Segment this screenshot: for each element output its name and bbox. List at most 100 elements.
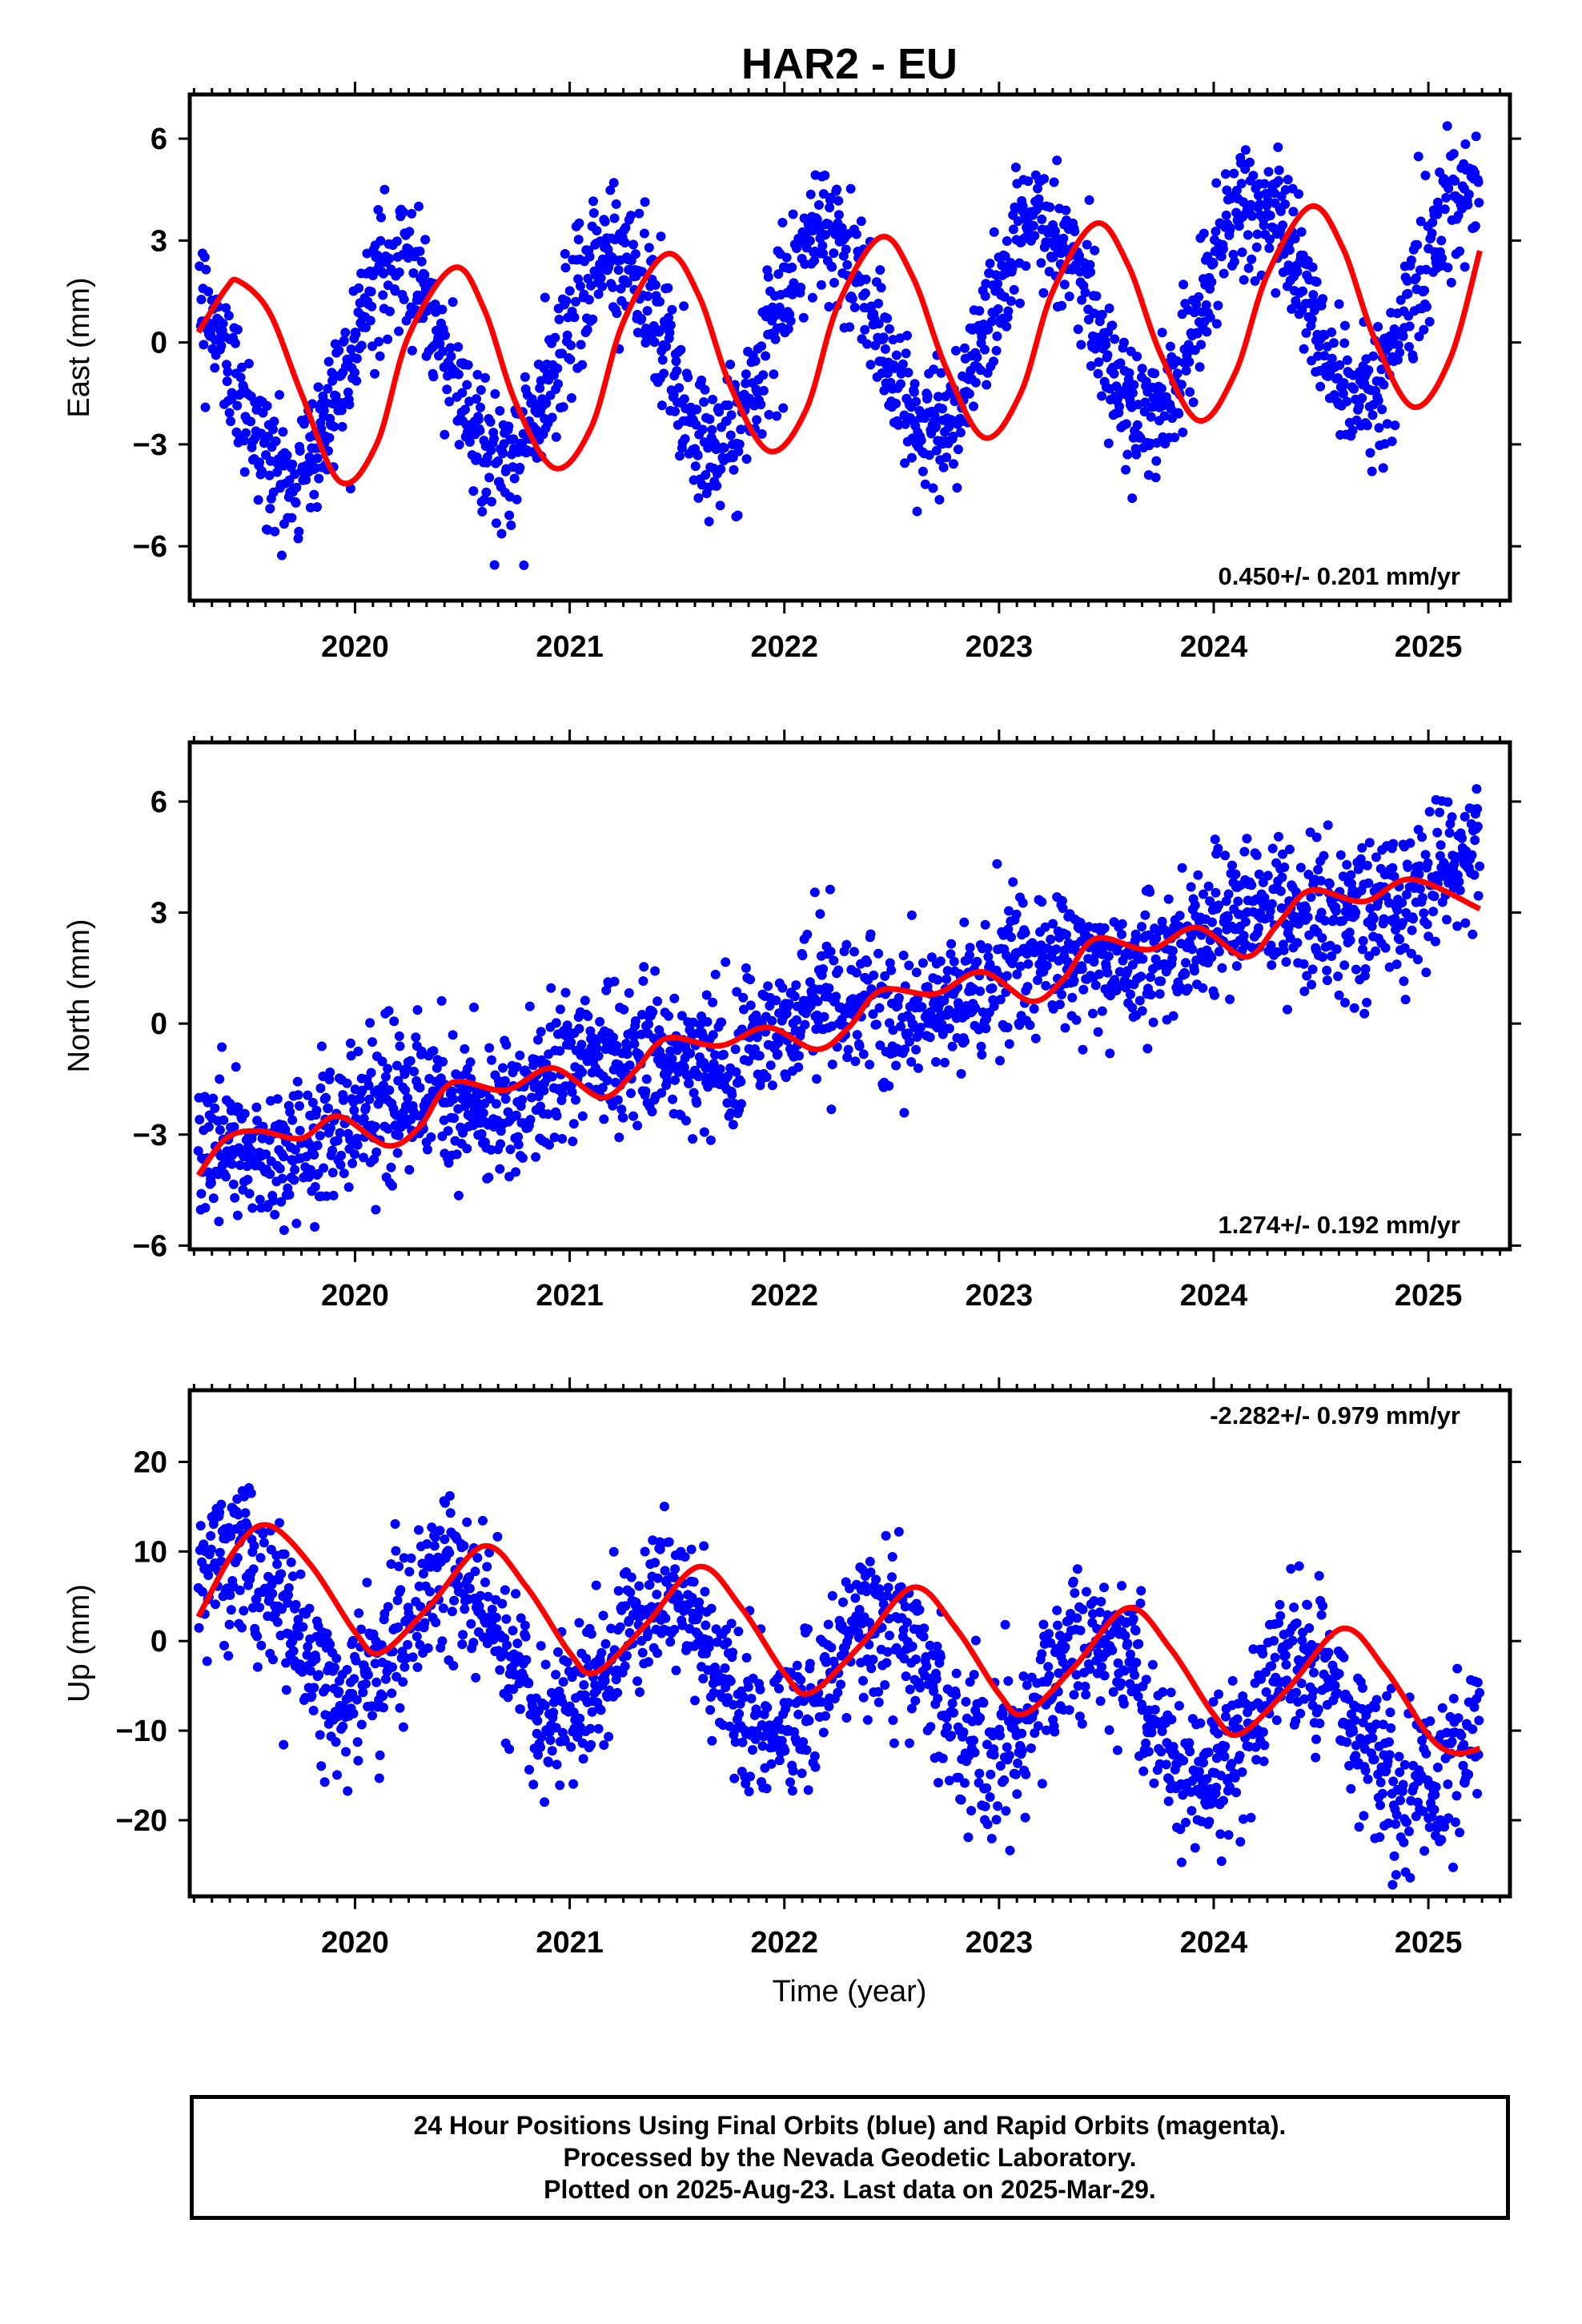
north-data-point	[705, 1135, 716, 1145]
east-data-point	[1121, 464, 1131, 475]
east-data-point	[1236, 179, 1247, 189]
east-data-point	[1097, 391, 1106, 401]
north-data-point	[1327, 951, 1337, 961]
north-data-point	[852, 1030, 862, 1040]
north-data-point	[1008, 877, 1018, 887]
north-data-point	[370, 1121, 380, 1132]
east-data-point	[1057, 300, 1067, 311]
north-data-point	[976, 1041, 986, 1051]
north-data-point	[722, 1098, 733, 1108]
north-data-point	[511, 1167, 521, 1177]
east-data-point	[376, 212, 386, 223]
east-x-tick-label: 2022	[750, 630, 818, 664]
east-data-point	[665, 320, 676, 330]
east-data-point	[756, 400, 766, 410]
north-data-point	[1071, 1015, 1082, 1025]
up-data-point	[445, 1508, 456, 1518]
north-data-point	[1344, 927, 1355, 938]
north-data-point	[1130, 929, 1141, 939]
north-data-point	[944, 1023, 954, 1034]
north-data-point	[1190, 966, 1199, 976]
up-data-point	[424, 1553, 435, 1563]
north-data-point	[1167, 954, 1178, 963]
up-data-point	[573, 1729, 583, 1739]
up-data-point	[492, 1531, 503, 1542]
north-data-point	[1333, 971, 1343, 982]
north-data-point	[272, 1094, 283, 1104]
east-data-point	[693, 450, 703, 460]
up-data-point	[425, 1586, 435, 1597]
up-data-point	[706, 1603, 717, 1614]
north-data-point	[1414, 869, 1424, 879]
east-data-point	[312, 502, 322, 513]
north-data-point	[544, 1140, 554, 1150]
east-data-point	[1082, 239, 1092, 250]
north-data-point	[593, 1051, 604, 1061]
north-data-point	[328, 1190, 339, 1200]
north-data-point	[1134, 995, 1145, 1006]
north-data-point	[789, 991, 800, 1002]
north-data-point	[681, 1116, 691, 1126]
east-data-point	[350, 368, 359, 378]
north-data-point	[387, 1180, 397, 1191]
east-data-point	[1172, 368, 1182, 379]
up-data-point	[216, 1499, 227, 1510]
up-data-point	[468, 1638, 479, 1648]
east-data-point	[1059, 279, 1070, 290]
east-data-point	[891, 398, 901, 408]
north-data-point	[1292, 938, 1303, 948]
east-data-point	[1349, 384, 1359, 394]
up-data-point	[615, 1622, 625, 1632]
up-data-point	[348, 1708, 359, 1719]
up-data-point	[524, 1679, 534, 1689]
east-data-point	[1132, 420, 1142, 430]
up-data-point	[466, 1618, 476, 1629]
east-data-point	[1412, 239, 1423, 250]
east-data-point	[493, 456, 504, 466]
up-data-point	[620, 1661, 630, 1671]
north-data-point	[1351, 964, 1361, 975]
east-data-point	[1387, 436, 1397, 447]
north-data-point	[383, 1006, 394, 1016]
north-data-point	[1389, 871, 1399, 882]
north-data-point	[1030, 1033, 1041, 1043]
north-data-point	[597, 1083, 608, 1093]
north-data-point	[1156, 976, 1166, 987]
north-data-point	[409, 1067, 420, 1076]
north-data-point	[1447, 812, 1457, 822]
north-data-point	[1029, 1003, 1039, 1014]
up-data-point	[325, 1639, 335, 1650]
north-data-point	[784, 999, 794, 1009]
east-data-point	[263, 432, 274, 442]
east-data-point	[430, 300, 440, 309]
east-data-point	[1275, 206, 1286, 216]
north-data-point	[1137, 922, 1146, 932]
east-data-point	[1368, 351, 1379, 361]
north-data-point	[1340, 998, 1350, 1007]
north-data-point	[1117, 929, 1126, 939]
up-data-point	[293, 1614, 303, 1625]
east-data-point	[278, 427, 288, 437]
north-data-point	[1102, 967, 1113, 978]
up-data-point	[562, 1657, 572, 1667]
north-data-point	[208, 1193, 219, 1204]
north-data-point	[915, 1023, 926, 1033]
east-data-point	[656, 400, 667, 411]
up-data-point	[295, 1569, 306, 1579]
east-data-point	[1427, 228, 1437, 239]
north-data-point	[316, 1041, 327, 1051]
east-data-point	[1051, 233, 1062, 243]
east-data-point	[1156, 384, 1166, 394]
up-data-point	[354, 1608, 364, 1618]
north-data-point	[585, 1026, 596, 1036]
up-data-point	[520, 1631, 531, 1642]
north-data-point	[612, 1095, 623, 1105]
up-data-point	[223, 1522, 234, 1533]
up-data-point	[587, 1707, 597, 1717]
up-data-point	[422, 1539, 432, 1549]
up-data-point	[686, 1544, 697, 1554]
north-data-point	[423, 1144, 432, 1155]
east-data-point	[420, 235, 431, 245]
east-data-point	[1367, 466, 1377, 476]
east-data-point	[1367, 410, 1378, 420]
